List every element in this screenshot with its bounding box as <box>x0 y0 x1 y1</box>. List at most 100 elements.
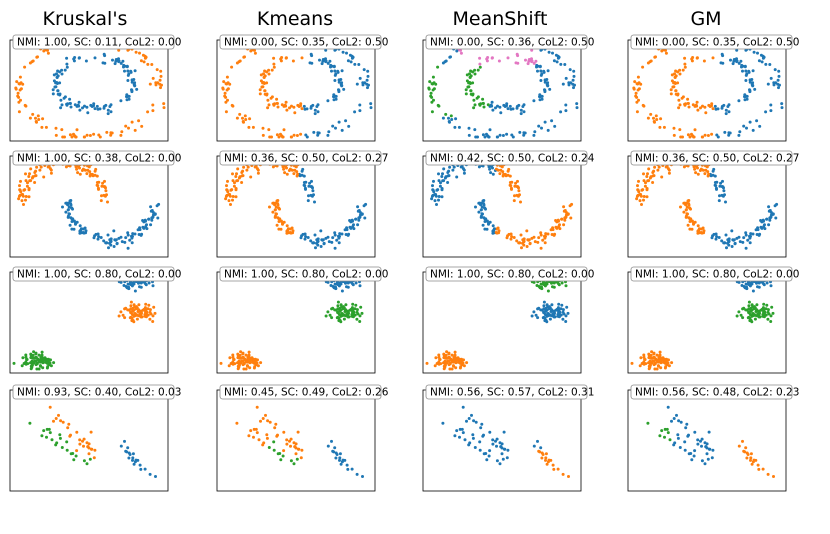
data-point <box>109 110 113 114</box>
data-point <box>366 69 370 73</box>
data-point <box>720 106 724 110</box>
data-point <box>350 218 354 222</box>
data-point <box>293 168 297 172</box>
data-point <box>330 316 334 320</box>
data-point <box>482 203 486 207</box>
data-point <box>254 361 257 365</box>
data-point <box>41 361 45 365</box>
data-point <box>727 103 731 107</box>
data-point <box>230 65 234 69</box>
data-point <box>648 359 652 363</box>
data-point <box>226 179 229 183</box>
data-point <box>71 207 74 211</box>
data-point <box>483 135 487 139</box>
data-point <box>681 95 685 99</box>
data-point <box>479 208 483 212</box>
data-point <box>651 181 655 184</box>
data-point <box>283 171 287 175</box>
data-point <box>645 175 649 178</box>
data-point <box>476 95 480 99</box>
data-point <box>151 320 155 323</box>
data-point <box>249 49 253 53</box>
data-point <box>432 179 435 183</box>
data-point <box>707 430 711 434</box>
data-point <box>263 69 267 73</box>
data-point <box>237 356 241 360</box>
data-point <box>329 65 332 69</box>
data-point <box>652 355 656 359</box>
data-point <box>126 69 130 73</box>
data-point <box>703 441 707 445</box>
data-point <box>358 320 362 323</box>
data-point <box>572 74 576 78</box>
data-point <box>675 413 678 417</box>
data-point <box>336 307 340 311</box>
data-point <box>148 82 152 86</box>
data-point <box>270 95 274 99</box>
data-point <box>37 358 40 362</box>
data-point <box>89 430 93 434</box>
data-point <box>530 314 534 318</box>
data-point <box>696 108 700 112</box>
data-point <box>27 195 31 199</box>
data-point <box>488 430 492 434</box>
data-point <box>342 317 346 321</box>
data-point <box>743 450 747 454</box>
data-point <box>451 364 455 368</box>
data-point <box>636 188 640 192</box>
data-point <box>84 59 88 63</box>
data-point <box>477 201 481 205</box>
data-point <box>672 133 676 137</box>
data-point <box>430 110 434 114</box>
data-point <box>536 69 539 73</box>
data-point <box>704 445 708 449</box>
data-point <box>637 98 640 102</box>
data-point <box>17 110 21 114</box>
data-point <box>677 98 681 102</box>
data-point <box>305 135 309 139</box>
data-point <box>328 59 332 63</box>
data-point <box>649 175 653 179</box>
data-point <box>567 83 571 87</box>
data-point <box>235 172 238 176</box>
data-point <box>543 80 547 84</box>
data-point <box>248 117 252 121</box>
data-point <box>706 134 710 137</box>
data-point <box>55 81 59 84</box>
data-point <box>768 63 772 66</box>
data-point <box>251 125 255 129</box>
data-point <box>431 75 435 79</box>
data-point <box>718 194 721 198</box>
data-point <box>333 233 337 237</box>
data-point <box>17 197 21 201</box>
data-point <box>539 282 543 286</box>
data-point <box>703 105 707 109</box>
data-point <box>121 313 125 317</box>
data-point <box>363 216 367 220</box>
axes-frame <box>216 389 376 492</box>
data-point <box>293 445 297 449</box>
data-point <box>257 438 261 442</box>
data-point <box>324 314 328 318</box>
data-point <box>465 73 469 77</box>
data-point <box>657 165 661 169</box>
data-point <box>69 199 73 202</box>
data-point <box>339 303 343 307</box>
data-point <box>293 111 297 115</box>
data-point <box>42 358 46 362</box>
data-point <box>45 427 49 431</box>
data-point <box>57 413 60 417</box>
data-point <box>747 300 751 304</box>
data-point <box>320 62 324 66</box>
data-point <box>345 285 348 289</box>
data-point <box>102 52 106 56</box>
data-point <box>282 128 286 132</box>
data-point <box>564 284 568 288</box>
data-point <box>508 183 512 187</box>
data-point <box>658 125 662 129</box>
data-point <box>139 59 143 63</box>
data-point <box>745 451 749 455</box>
data-point <box>501 457 505 461</box>
data-point <box>452 165 456 169</box>
data-point <box>20 193 24 197</box>
